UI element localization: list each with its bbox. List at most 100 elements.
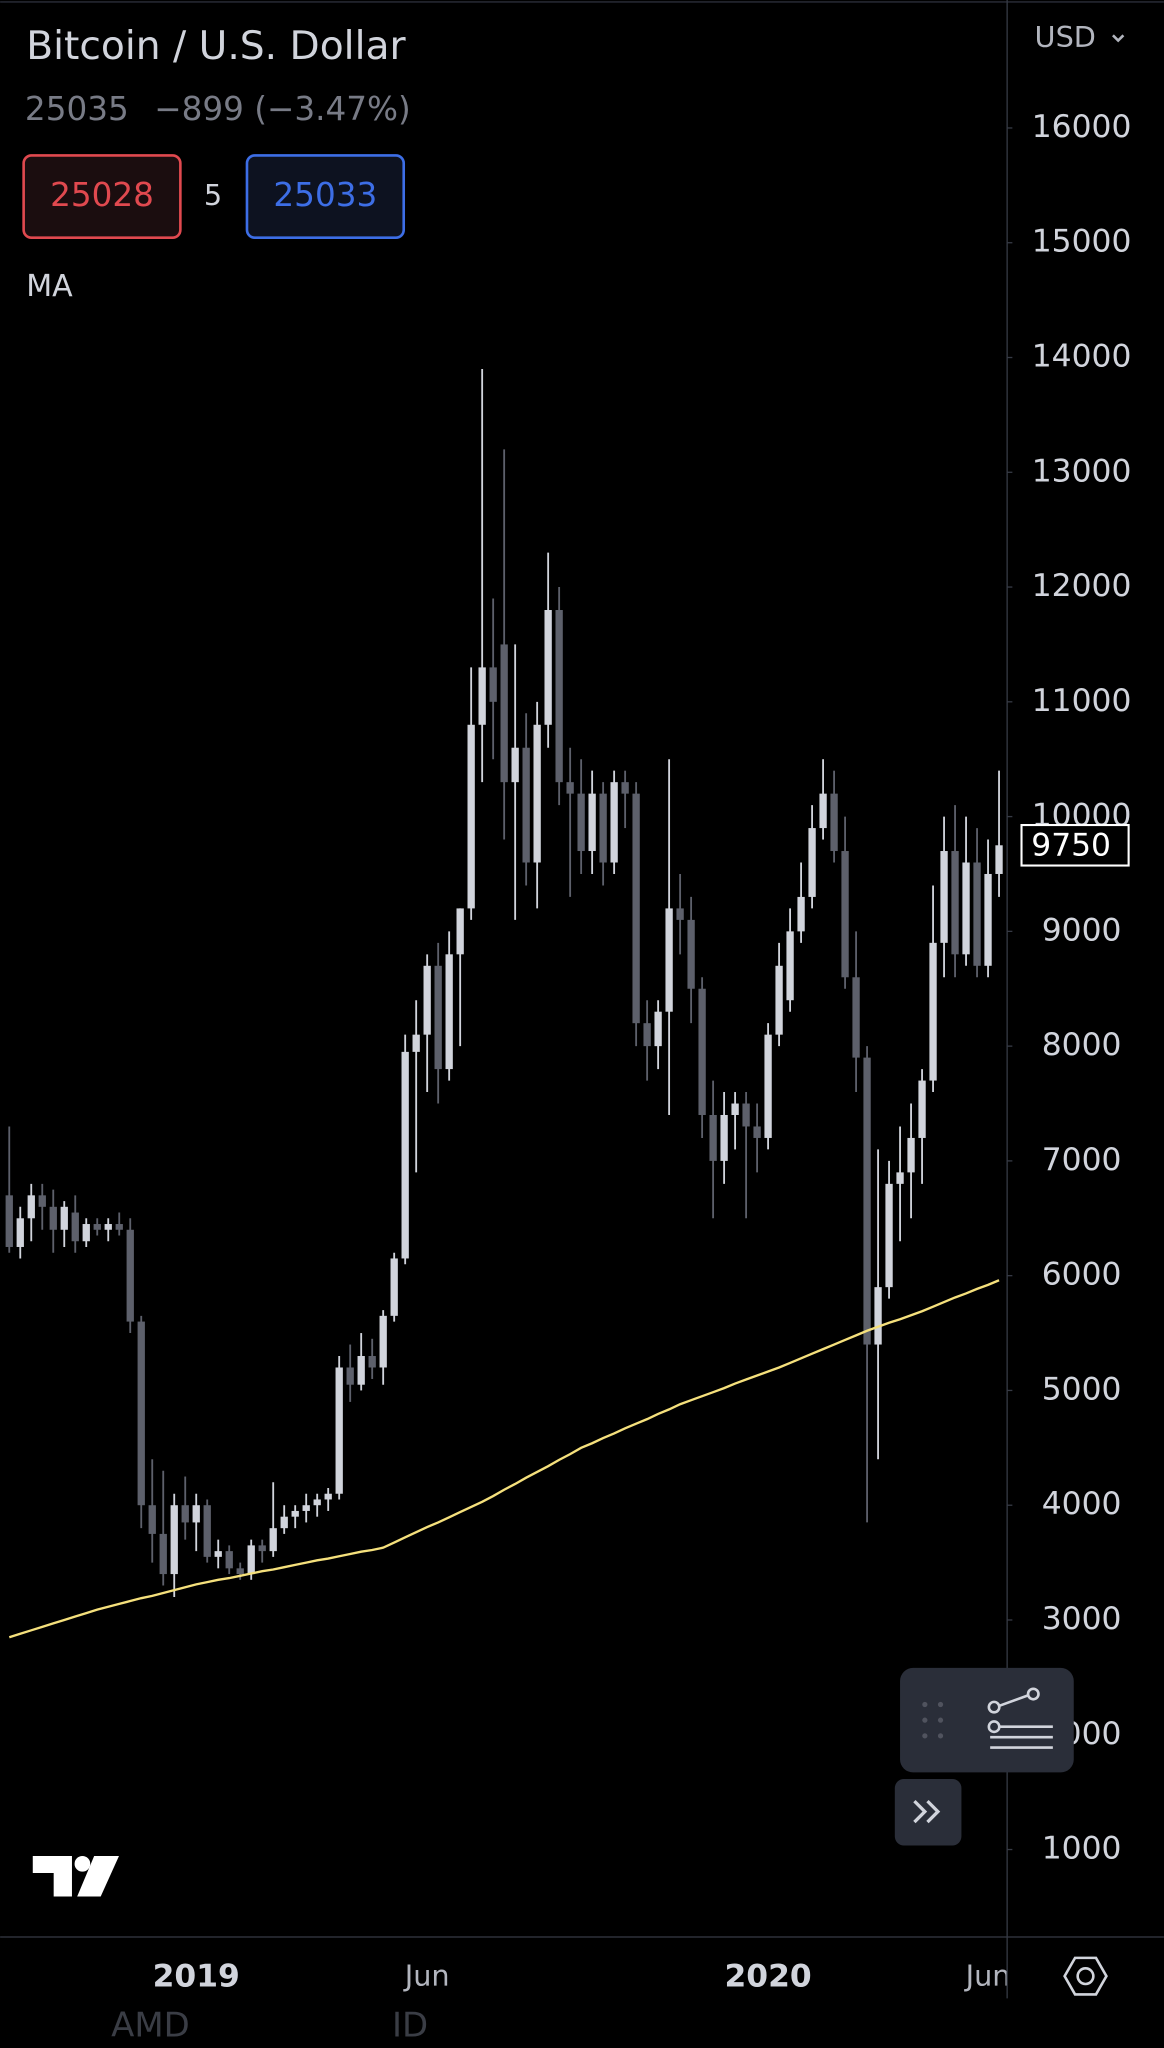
candle-body [896,1172,904,1184]
next-tab-peek[interactable]: AMD [111,2006,190,2046]
candle-body [379,1315,387,1368]
next-tab-peek[interactable]: ID [392,2006,428,2046]
candle-body [423,965,431,1035]
candle-body [918,1080,926,1138]
candle-body [995,845,1003,874]
candle-body [797,896,805,932]
indicator-label[interactable]: MA [26,269,73,304]
candle-body [720,1114,728,1161]
candle-body [401,1051,409,1259]
candle-body [654,1011,662,1047]
candle-body [907,1137,915,1173]
candle-body [280,1516,288,1529]
candle-body [357,1356,365,1385]
candle-body [115,1224,123,1230]
currency-chevron [1112,34,1125,43]
buy-price: 25033 [273,176,377,214]
candle-body [291,1510,299,1517]
candle-body [302,1505,310,1511]
sell-price: 25028 [50,176,154,214]
settings-button[interactable] [1063,1956,1108,1996]
drawing-toolbar[interactable] [900,1667,1074,1773]
candle-body [962,862,970,955]
y-tick-label: 9000 [1042,912,1122,948]
candle-body [544,610,552,725]
candle-body [412,1034,420,1052]
candle-body [5,1195,13,1247]
candle-body [434,965,442,1070]
candle-body [148,1505,156,1534]
last-price-label: 9750 [1031,828,1111,864]
candle-body [258,1545,266,1552]
candle-body [951,851,959,955]
scroll-to-end-button[interactable] [894,1778,962,1846]
candle-body [214,1551,222,1557]
candle-body [500,644,508,783]
drawing-tool-icon [987,1687,1053,1749]
candle-body [247,1545,255,1575]
candle-body [742,1103,750,1127]
candle-body [698,988,706,1115]
candle-body [819,793,827,829]
candle-body [984,873,992,966]
symbol-title: Bitcoin / U.S. Dollar [26,24,406,69]
currency-selector[interactable]: USD [1035,20,1096,54]
candle-body [390,1258,398,1316]
candle-body [709,1114,717,1161]
candle-body [445,954,453,1070]
candle-body [687,919,695,989]
y-tick-label: 7000 [1042,1142,1122,1178]
buy-button[interactable] [245,154,406,240]
spread: 5 [204,178,222,212]
x-tick-label: 2020 [724,1958,811,1994]
candle-body [324,1493,332,1500]
candle-body [93,1224,101,1230]
price-change: −899 (−3.47%) [154,90,411,128]
y-tick-label: 1000 [1042,1831,1122,1867]
drag-handle [922,1701,944,1739]
y-tick-label: 12000 [1032,568,1132,604]
x-tick-label: Jun [964,1958,1011,1992]
sell-button[interactable] [22,154,182,240]
candle-body [104,1224,112,1230]
candle-body [346,1367,354,1385]
candle-body [60,1206,68,1230]
candle-body [203,1505,211,1557]
candle-body [489,667,497,702]
y-tick-label: 14000 [1032,339,1132,375]
candle-body [973,862,981,966]
candle-body [368,1356,376,1368]
y-tick-label: 8000 [1042,1027,1122,1063]
x-tick-label: Jun [403,1958,450,1992]
y-tick-label: 11000 [1032,683,1132,719]
time-axis: 2019 Jun 2020 Jun [153,1958,1011,1994]
candle-body [621,782,629,794]
candle-body [159,1533,167,1575]
candle-body [137,1321,145,1506]
price-axis: 1000200030004000500060007000800090001000… [1007,109,1131,1867]
candle-body [940,851,948,943]
candle-body [665,908,673,1012]
y-tick-label: 5000 [1042,1371,1122,1407]
y-tick-label: 3000 [1042,1601,1122,1637]
candle-body [236,1568,244,1575]
candle-body [599,793,607,863]
candle-body [764,1034,772,1138]
candle-body [775,965,783,1035]
moving-average-line [8,1279,1000,1639]
candle-body [38,1195,46,1207]
candle-body [588,793,596,852]
candle-body [929,942,937,1081]
candle-body [830,793,838,852]
scroll-icon [913,1799,941,1824]
candle-body [313,1499,321,1506]
candle-body [863,1057,871,1345]
candle-body [731,1103,739,1115]
candle-body [511,747,519,783]
candle-body [522,747,530,863]
x-tick-label: 2019 [153,1958,240,1994]
y-tick-label: 15000 [1032,224,1132,260]
candle-body [577,793,585,852]
candle-body [335,1367,343,1494]
